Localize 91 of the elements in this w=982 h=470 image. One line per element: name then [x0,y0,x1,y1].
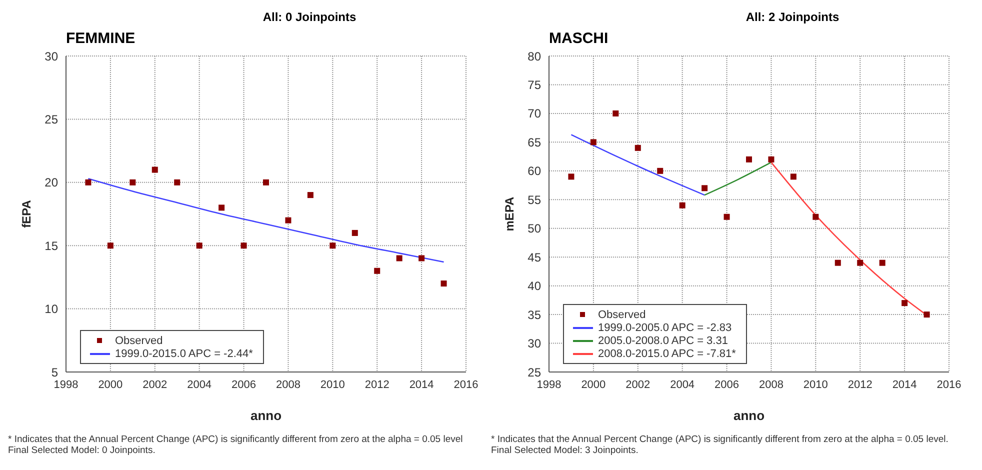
x-tick-label: 2012 [848,378,872,391]
point [812,214,819,220]
line-series [570,134,706,196]
point [418,255,425,262]
y-tick-label: 50 [528,222,542,236]
text: Final Selected Model: 0 Joinpoints. [8,445,156,456]
point [590,139,596,146]
chart-title: All: 0 Joinpoints [262,10,358,24]
point [702,185,708,192]
x-tick-label: 1998 [536,378,562,391]
point [130,179,136,186]
y-tick-label: 65 [528,135,542,150]
x-tick-label: 2004 [670,378,695,391]
y-axis-title: mEPA [502,196,516,232]
x-tick-label: 2006 [714,378,740,391]
y-tick-label: 20 [44,176,58,190]
point [396,255,402,262]
x-tick-label: 2012 [364,378,390,391]
point [307,192,314,198]
x-tick-label: 2002 [142,378,168,391]
x-tick-label: 2004 [187,378,212,391]
point [152,166,158,173]
point [85,179,92,186]
point [263,179,269,186]
point [924,312,930,318]
legend-label: Observed [598,308,646,320]
x-tick-label: 2008 [758,378,784,391]
point [285,217,292,224]
y-tick-label: 25 [528,365,542,380]
y-tick-label: 35 [528,308,542,322]
x-tick-label: 2014 [409,378,434,391]
point [657,168,664,174]
point [634,144,641,151]
y-tick-label: 45 [528,250,542,264]
legend-label: 1999.0-2015.0 APC = -2.44* [115,348,253,360]
text: * Indicates that the Annual Percent Change (APC) is significantly different from zero at the alpha = 0.05 level [8,434,464,445]
x-tick-label: 2000 [581,378,606,391]
point [240,242,247,249]
point [107,242,114,249]
point [568,174,574,180]
point [790,174,796,180]
x-tick-label: 2014 [892,378,917,391]
y-tick-label: 80 [528,49,542,64]
point [196,242,202,249]
x-tick-label: 2016 [936,378,962,391]
y-tick-label: 55 [528,192,542,207]
y-tick-label: 15 [44,238,58,253]
point [834,260,841,266]
y-tick-label: 40 [528,279,542,294]
point [174,179,180,186]
point [902,300,908,306]
point [768,156,774,162]
point [330,242,336,249]
y-tick-label: 30 [44,49,58,64]
x-tick-label: 2010 [803,378,828,391]
x-tick-label: 2008 [276,378,300,391]
y-axis-title: fEPA [19,200,34,228]
text: Final Selected Model: 3 Joinpoints. [491,445,640,456]
point [374,268,380,274]
x-tick-label: 1998 [54,378,78,391]
y-tick-label: 10 [44,302,58,316]
x-tick-label: 2016 [454,378,478,391]
point [440,280,447,287]
y-tick-label: 70 [528,106,542,121]
point [857,260,864,266]
chart-title: All: 2 Joinpoints [744,10,840,24]
point [746,156,752,162]
point [352,230,358,236]
text: * Indicates that the Annual Percent Change (APC) is significantly different from zero at the alpha = 0.05 level. [491,434,950,445]
legend-label: 2008.0-2015.0 APC = -7.81* [598,348,736,360]
point [218,204,225,211]
y-tick-label: 60 [528,164,542,178]
chart-subtitle: FEMMINE [66,30,136,47]
x-axis-title: anno [733,408,765,423]
x-tick-label: 2002 [626,378,650,391]
x-axis-title: anno [250,408,282,423]
x-tick-label: 2000 [98,378,123,391]
x-tick-label: 2006 [232,378,256,391]
point [724,214,730,220]
x-tick-label: 2010 [320,378,345,391]
legend-label: 1999.0-2005.0 APC = -2.83 [598,322,732,334]
legend-label: 2005.0-2008.0 APC = 3.31 [598,334,728,346]
chart-subtitle: MASCHI [549,30,608,47]
legend-label: Observed [115,334,163,346]
point [879,260,886,266]
y-tick-label: 30 [528,336,542,351]
y-tick-label: 5 [51,365,58,380]
y-tick-label: 25 [44,112,58,126]
y-tick-label: 75 [528,78,542,92]
point [612,110,619,116]
point [679,202,686,208]
